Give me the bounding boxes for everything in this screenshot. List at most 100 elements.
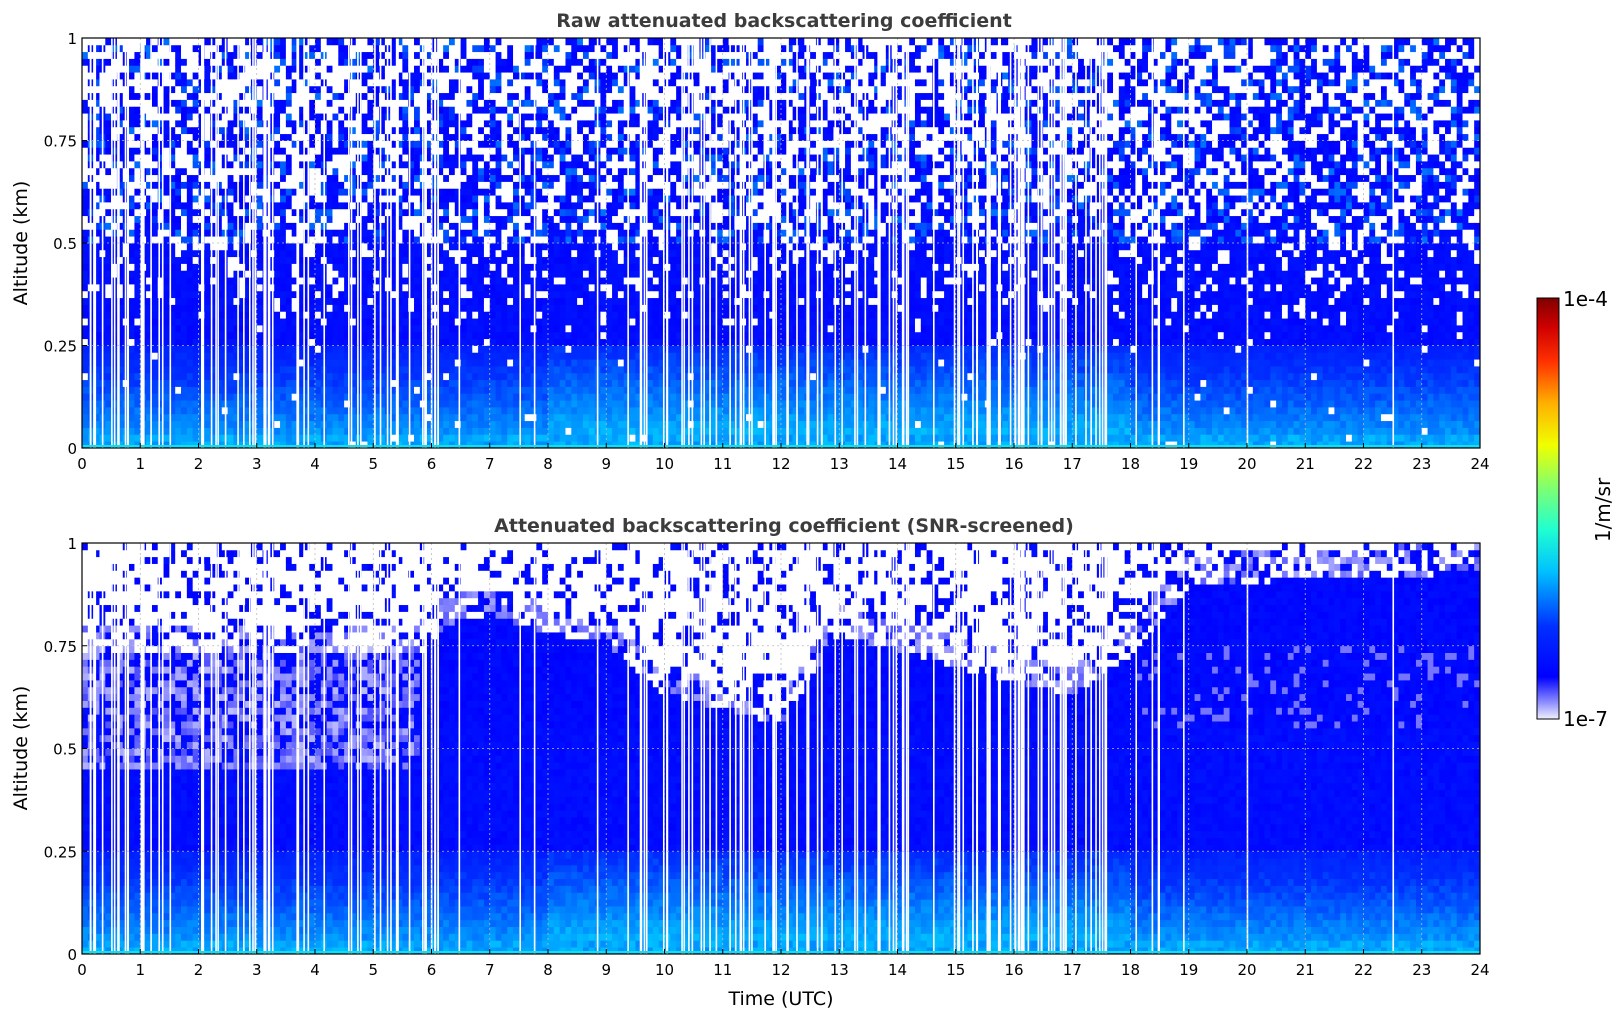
heatmap-cell (227, 400, 234, 408)
heatmap-cell (93, 174, 100, 182)
heatmap-cell (443, 195, 450, 203)
heatmap-cell (367, 215, 374, 223)
heatmap-cell (437, 284, 444, 292)
heatmap-cell (553, 441, 561, 449)
heatmap-cell (542, 379, 549, 387)
heatmap-cell (548, 359, 555, 367)
heatmap-cell (466, 79, 473, 87)
heatmap-cell (82, 85, 89, 94)
heatmap-cell (367, 352, 374, 360)
heatmap-cell (309, 277, 316, 285)
heatmap-cell (408, 434, 415, 442)
heatmap-cell (483, 366, 491, 374)
heatmap-cell (518, 249, 526, 258)
heatmap-cell (437, 249, 444, 258)
heatmap-cell (425, 352, 432, 360)
heatmap-cell (204, 229, 211, 237)
heatmap-cell (478, 366, 485, 374)
heatmap-cell (93, 133, 100, 141)
heatmap-cell (454, 352, 462, 360)
heatmap-cell (192, 243, 199, 251)
heatmap-cell (116, 249, 124, 258)
heatmap-cell (355, 99, 362, 107)
heatmap-cell (396, 270, 403, 278)
heatmap-cell (326, 167, 333, 176)
heatmap-cell (274, 386, 281, 394)
heatmap-cell (483, 318, 491, 326)
heatmap-cell (250, 386, 258, 394)
heatmap-cell (472, 386, 479, 394)
heatmap-cell (402, 215, 409, 223)
heatmap-cell (559, 106, 566, 114)
heatmap-cell (227, 270, 234, 278)
heatmap-cell (105, 79, 112, 87)
heatmap-cell (326, 325, 333, 333)
heatmap-cell (268, 270, 275, 278)
heatmap-cell (518, 188, 526, 196)
heatmap-cell (186, 256, 194, 264)
heatmap-cell (250, 215, 258, 223)
heatmap-cell (495, 379, 502, 387)
heatmap-cell (303, 352, 310, 360)
heatmap-cell (501, 270, 508, 278)
heatmap-cell (338, 270, 345, 278)
heatmap-cell (303, 386, 310, 394)
heatmap-cell (472, 270, 479, 278)
heatmap-cell (239, 304, 246, 312)
heatmap-cell (181, 154, 188, 162)
heatmap-cell (361, 154, 368, 162)
heatmap-cell (169, 359, 176, 367)
heatmap-cell (361, 236, 368, 244)
heatmap-cell (367, 379, 374, 387)
heatmap-cell (169, 72, 176, 80)
heatmap-cell (349, 318, 357, 326)
heatmap-cell (367, 297, 374, 305)
heatmap-cell (390, 304, 397, 312)
heatmap-cell (303, 113, 310, 121)
heatmap-cell (425, 181, 432, 189)
heatmap-cell (134, 386, 141, 394)
heatmap-cell (513, 215, 520, 223)
heatmap-cell (175, 215, 182, 223)
heatmap-cell (513, 359, 520, 367)
heatmap-cell (553, 420, 561, 428)
heatmap-cell (530, 38, 537, 46)
heatmap-cell (437, 243, 444, 251)
heatmap-cell (414, 208, 421, 217)
heatmap-cell (390, 407, 397, 415)
heatmap-cell (408, 236, 415, 244)
heatmap-cell (355, 161, 362, 169)
heatmap-cell (536, 147, 543, 155)
heatmap-cell (501, 420, 508, 428)
heatmap-cell (169, 215, 176, 223)
heatmap-cell (93, 236, 100, 244)
heatmap-cell (501, 243, 508, 251)
heatmap-cell (489, 99, 496, 107)
heatmap-cell (291, 331, 298, 340)
heatmap-cell (344, 277, 351, 285)
heatmap-cell (437, 318, 444, 326)
heatmap-cell (472, 120, 479, 128)
heatmap-cell (175, 120, 182, 128)
heatmap-cell (501, 188, 508, 196)
heatmap-cell (373, 311, 380, 319)
heatmap-cell (542, 58, 549, 66)
heatmap-cell (454, 441, 462, 449)
heatmap-cell (175, 106, 182, 114)
heatmap-cell (373, 249, 380, 258)
heatmap-cell (454, 202, 462, 210)
heatmap-cell (210, 325, 217, 333)
heatmap-cell (326, 120, 333, 128)
heatmap-cell (146, 270, 153, 278)
heatmap-cell (210, 58, 217, 66)
heatmap-cell (507, 202, 514, 210)
heatmap-cell (501, 133, 508, 141)
heatmap-cell (315, 215, 322, 223)
heatmap-cell (175, 304, 182, 312)
heatmap-cell (315, 270, 322, 278)
heatmap-cell (355, 126, 362, 135)
heatmap-cell (472, 352, 479, 360)
heatmap-cell (349, 325, 357, 333)
heatmap-cell (303, 434, 310, 442)
heatmap-cell (553, 366, 561, 374)
